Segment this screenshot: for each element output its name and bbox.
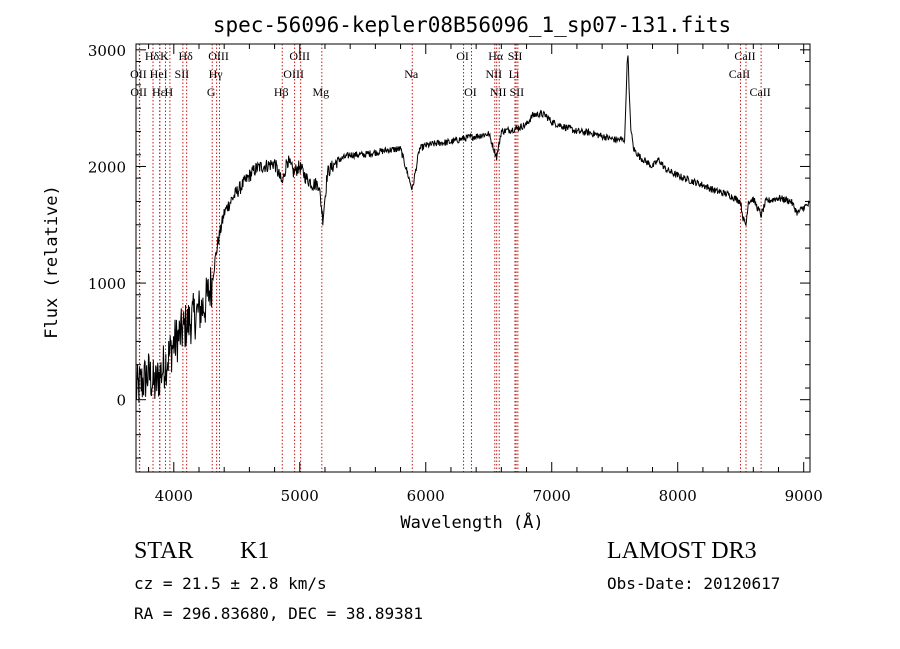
marker-label-21: NII bbox=[485, 67, 502, 81]
marker-label-18: OI bbox=[464, 85, 477, 99]
marker-label-10: Hγ bbox=[209, 67, 224, 81]
marker-label-13: OIII bbox=[289, 49, 310, 63]
plot-frame bbox=[135, 43, 811, 473]
marker-label-3: Hε bbox=[152, 85, 166, 99]
marker-label-6: H bbox=[165, 85, 174, 99]
marker-label-25: CaII bbox=[734, 49, 755, 63]
marker-label-0: Hδ bbox=[145, 49, 160, 63]
marker-label-4: K bbox=[160, 49, 169, 63]
x-axis-label: Wavelength (Å) bbox=[400, 511, 543, 533]
marker-label-11: G bbox=[207, 85, 216, 99]
y-tick-label-2: 2000 bbox=[88, 158, 126, 176]
marker-label-2: OII bbox=[130, 85, 147, 99]
line-markers bbox=[138, 44, 762, 472]
y-tick-label-0: 0 bbox=[116, 392, 126, 410]
marker-label-24: SII bbox=[510, 85, 525, 99]
marker-label-9: OIII bbox=[208, 49, 229, 63]
redshift-cz: cz = 21.5 ± 2.8 km/s bbox=[134, 574, 327, 593]
y-tick-label-3: 3000 bbox=[88, 42, 126, 60]
marker-label-27: CaII bbox=[749, 85, 770, 99]
ra-dec-coordinates: RA = 296.83680, DEC = 38.89381 bbox=[134, 604, 423, 623]
flux-series-line bbox=[135, 55, 811, 403]
object-subclass: K1 bbox=[240, 538, 270, 564]
x-tick-label-5: 9000 bbox=[785, 487, 823, 505]
chart-title: spec-56096-kepler08B56096_1_sp07-131.fit… bbox=[213, 13, 731, 37]
marker-label-14: OIII bbox=[283, 67, 304, 81]
y-axis-label: Flux (relative) bbox=[42, 185, 62, 339]
y-tick-label-1: 1000 bbox=[88, 275, 126, 293]
line-marker-labels: Hδ OII OII Hε K HeI H Hδ SII OIII Hγ G Hβ OIII OIII Mg N… bbox=[130, 49, 771, 99]
x-tick-label-1: 5000 bbox=[281, 487, 319, 505]
marker-label-7: Hδ bbox=[178, 49, 193, 63]
marker-label-1: OII bbox=[130, 67, 147, 81]
survey-name: LAMOST DR3 bbox=[607, 538, 757, 564]
marker-label-19: Hα bbox=[488, 49, 504, 63]
x-axis-ticks: 4000 5000 6000 7000 8000 9000 bbox=[148, 44, 823, 505]
marker-label-8: SII bbox=[175, 67, 190, 81]
observation-date: Obs-Date: 20120617 bbox=[607, 574, 781, 593]
marker-label-12: Hβ bbox=[274, 85, 289, 99]
marker-label-23: NII bbox=[490, 85, 507, 99]
object-class: STAR bbox=[134, 538, 194, 564]
x-tick-label-2: 6000 bbox=[407, 487, 445, 505]
marker-label-26: CaII bbox=[729, 67, 750, 81]
marker-label-5: HeI bbox=[150, 67, 168, 81]
marker-label-15: Mg bbox=[312, 85, 329, 99]
marker-label-16: Na bbox=[404, 67, 419, 81]
marker-label-20: SII bbox=[508, 49, 523, 63]
marker-label-17: OI bbox=[456, 49, 469, 63]
x-tick-label-3: 7000 bbox=[533, 487, 571, 505]
y-axis-ticks: 0 1000 2000 3000 bbox=[88, 42, 810, 459]
x-tick-label-4: 8000 bbox=[659, 487, 697, 505]
marker-label-22: Li bbox=[509, 67, 520, 81]
x-tick-label-0: 4000 bbox=[155, 487, 193, 505]
